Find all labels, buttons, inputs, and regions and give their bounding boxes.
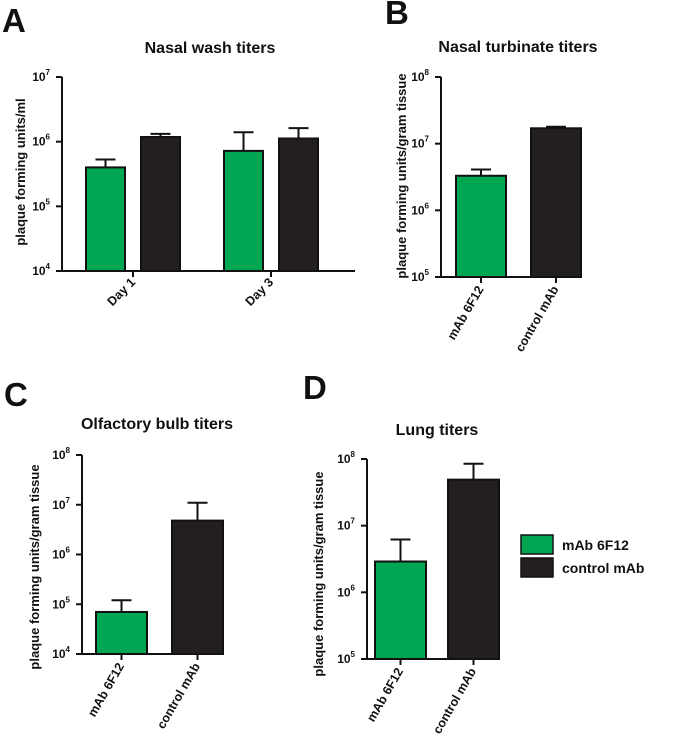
tick-exponent: 7 [425, 135, 430, 144]
panel-c-label: C [4, 376, 28, 413]
panel-a-mab-1-bar [223, 149, 264, 272]
panel-b-ylabel: plaque forming units/gram tissue [394, 73, 409, 278]
panel-a-label: A [2, 2, 26, 39]
tick-base: 10 [337, 652, 351, 666]
panel-c-y-tick-label: 105 [52, 595, 70, 611]
tick-exponent: 7 [46, 68, 51, 77]
tick-exponent: 6 [351, 583, 356, 592]
legend-label-control: control mAb [562, 560, 644, 576]
tick-exponent: 5 [351, 650, 356, 659]
tick-base: 10 [337, 585, 351, 599]
tick-base: 10 [337, 519, 351, 533]
panel-a-control-1-bar [278, 137, 319, 272]
tick-base: 10 [52, 647, 66, 661]
panel-d-ylabel: plaque forming units/gram tissue [311, 471, 326, 676]
panel-b-category-label: mAb 6F12 [445, 283, 487, 342]
panel-b-y-tick-label: 106 [411, 201, 429, 217]
legend-swatch-mab [520, 534, 554, 555]
tick-base: 10 [32, 264, 46, 278]
tick-base: 10 [337, 452, 351, 466]
panel-b-y-tick-label: 108 [411, 68, 429, 84]
tick-exponent: 6 [66, 546, 71, 555]
tick-base: 10 [411, 137, 425, 151]
tick-exponent: 6 [425, 201, 430, 210]
tick-base: 10 [52, 448, 66, 462]
tick-exponent: 8 [425, 68, 430, 77]
panel-b-control-bar [530, 127, 582, 278]
tick-base: 10 [52, 597, 66, 611]
panel-d-mab-bar [374, 560, 427, 660]
panel-b-title: Nasal turbinate titers [438, 39, 597, 56]
panel-c-y-tick-label: 106 [52, 546, 70, 562]
legend: mAb 6F12 control mAb [520, 534, 644, 578]
legend-swatch-control [520, 557, 554, 578]
panel-a-category-label: Day 3 [243, 275, 277, 309]
panel-a-y-tick-label: 105 [32, 197, 50, 213]
panel-a-mab-0-bar [85, 166, 126, 272]
panel-c-y-tick-label: 108 [52, 446, 70, 462]
tick-exponent: 5 [66, 595, 71, 604]
panel-b-label: B [385, 0, 409, 31]
tick-base: 10 [32, 135, 46, 149]
tick-base: 10 [32, 70, 46, 84]
tick-exponent: 4 [66, 645, 71, 654]
panel-c-ylabel: plaque forming units/gram tissue [27, 464, 42, 669]
panel-d-category-label: control mAb [430, 665, 479, 736]
tick-exponent: 5 [425, 268, 430, 277]
panel-d-label: D [303, 369, 327, 406]
panel-d-title: Lung titers [396, 422, 479, 439]
panel-c-mab-bar [95, 610, 148, 655]
panel-d-control-bar [447, 478, 500, 660]
tick-base: 10 [52, 498, 66, 512]
panel-c-y-tick-label: 104 [52, 645, 70, 661]
tick-base: 10 [411, 203, 425, 217]
panel-c-control-bar [171, 519, 224, 656]
tick-base: 10 [411, 70, 425, 84]
tick-base: 10 [32, 199, 46, 213]
panel-c-title: Olfactory bulb titers [81, 416, 233, 433]
panel-d-category-label: mAb 6F12 [364, 665, 406, 724]
tick-base: 10 [411, 270, 425, 284]
legend-label-mab: mAb 6F12 [562, 537, 629, 553]
tick-exponent: 4 [46, 262, 51, 271]
panel-b-y-tick-label: 107 [411, 135, 429, 151]
panel-a-category-label: Day 1 [105, 275, 139, 309]
panel-b-mab-bar [455, 174, 507, 278]
panel-d-y-tick-label: 106 [337, 583, 355, 599]
panel-d-y-tick-label: 108 [337, 450, 355, 466]
panel-a-y-tick-label: 104 [32, 262, 50, 278]
panel-c-category-label: mAb 6F12 [85, 660, 127, 719]
tick-base: 10 [52, 548, 66, 562]
tick-exponent: 8 [66, 446, 71, 455]
panel-b-y-tick-label: 105 [411, 268, 429, 284]
panel-a-control-0-bar [140, 136, 181, 272]
panel-a-title: Nasal wash titers [145, 40, 276, 57]
panel-c-category-label: control mAb [154, 660, 203, 731]
panel-a-ylabel: plaque forming units/ml [13, 98, 28, 245]
tick-exponent: 5 [46, 197, 51, 206]
panel-b-category-label: control mAb [513, 283, 562, 354]
tick-exponent: 7 [351, 517, 356, 526]
tick-exponent: 6 [46, 133, 51, 142]
panel-d-y-tick-label: 105 [337, 650, 355, 666]
tick-exponent: 7 [66, 496, 71, 505]
panel-c-y-tick-label: 107 [52, 496, 70, 512]
panel-d-y-tick-label: 107 [337, 517, 355, 533]
tick-exponent: 8 [351, 450, 356, 459]
panel-a-y-tick-label: 107 [32, 68, 50, 84]
panel-a-y-tick-label: 106 [32, 133, 50, 149]
